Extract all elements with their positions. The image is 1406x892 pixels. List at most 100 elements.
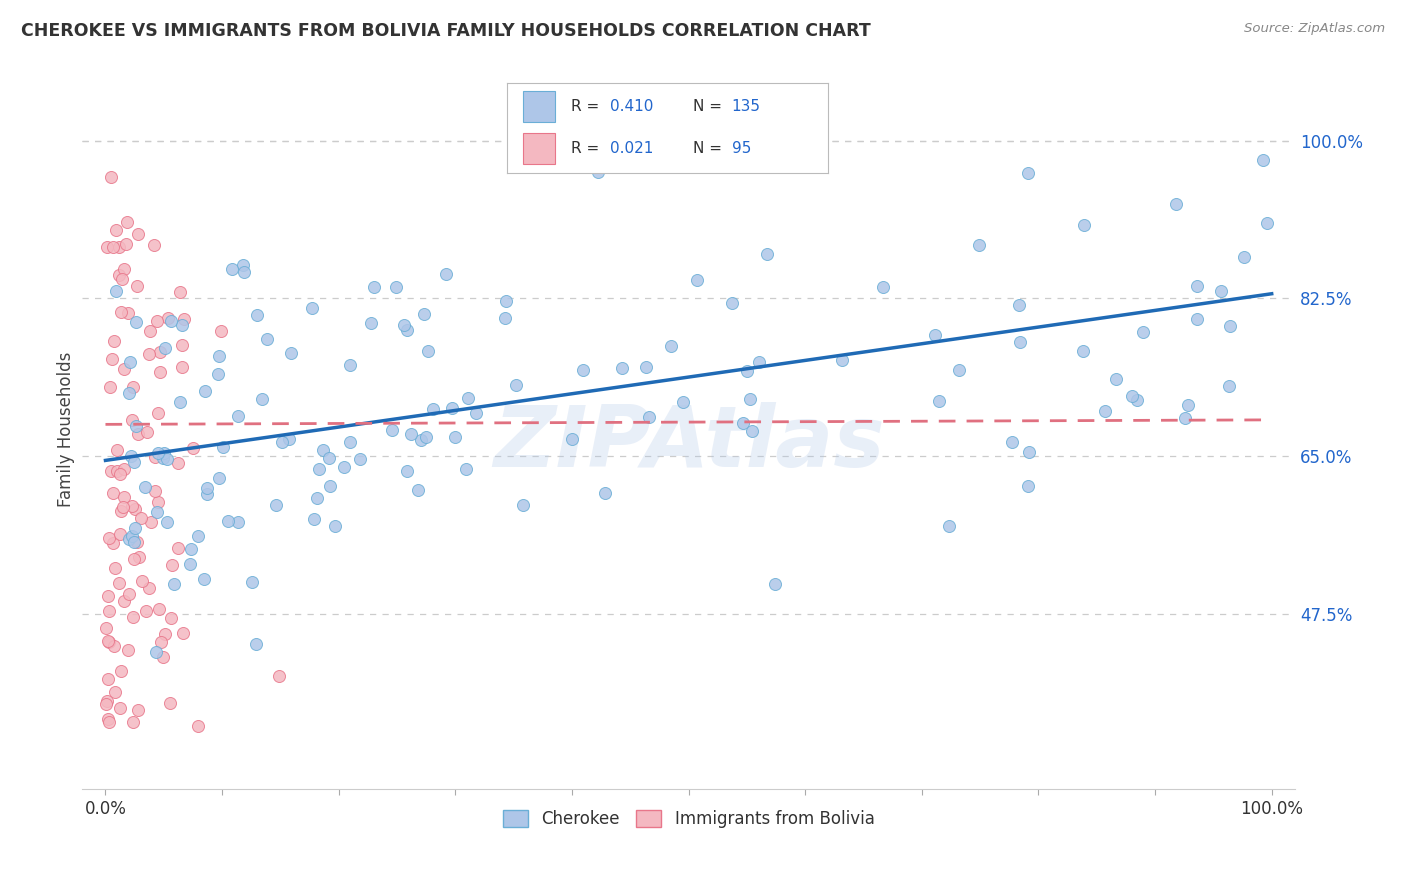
Point — [110, 305, 132, 319]
Point — [155, 627, 177, 641]
Point — [226, 409, 249, 423]
Point — [1126, 392, 1149, 407]
Point — [105, 285, 128, 299]
Point — [103, 239, 125, 253]
Point — [143, 238, 166, 252]
Point — [155, 341, 177, 355]
Point — [98, 380, 121, 394]
Point — [1017, 479, 1039, 493]
Point — [96, 672, 118, 686]
Point — [108, 700, 131, 714]
Point — [112, 491, 135, 505]
Point — [100, 169, 122, 184]
Point — [104, 561, 127, 575]
Point — [112, 462, 135, 476]
Point — [672, 395, 695, 409]
Point — [112, 594, 135, 608]
Point — [226, 515, 249, 529]
Point — [121, 528, 143, 542]
Point — [349, 452, 371, 467]
Point — [741, 424, 763, 438]
Point — [138, 347, 160, 361]
Point — [127, 703, 149, 717]
Point — [209, 324, 232, 338]
Point — [748, 355, 770, 369]
Point — [1121, 389, 1143, 403]
Point — [156, 310, 179, 325]
Point — [434, 267, 457, 281]
Point — [232, 258, 254, 272]
Point — [146, 445, 169, 459]
Point — [124, 502, 146, 516]
Point — [415, 429, 437, 443]
Point — [308, 462, 330, 476]
Point — [1233, 251, 1256, 265]
Point — [612, 361, 634, 376]
Point — [1218, 379, 1240, 393]
Point — [756, 247, 779, 261]
Point — [1018, 445, 1040, 459]
Point — [1174, 410, 1197, 425]
Point — [738, 392, 761, 406]
Point — [333, 460, 356, 475]
Point — [401, 427, 423, 442]
Point — [118, 587, 141, 601]
Point — [454, 462, 477, 476]
Point — [101, 485, 124, 500]
Y-axis label: Family Households: Family Households — [58, 351, 75, 507]
Point — [172, 359, 194, 374]
Point — [240, 574, 263, 589]
Point — [172, 626, 194, 640]
Point — [112, 362, 135, 376]
Point — [134, 480, 156, 494]
Point — [323, 519, 346, 533]
Point — [1073, 218, 1095, 232]
Point — [117, 306, 139, 320]
Point — [318, 451, 340, 466]
Point — [96, 240, 118, 254]
Point — [100, 464, 122, 478]
Point — [280, 346, 302, 360]
Point — [169, 285, 191, 300]
Point — [1008, 335, 1031, 350]
Point — [1071, 343, 1094, 358]
Point — [96, 694, 118, 708]
Point — [1256, 216, 1278, 230]
Point — [98, 635, 121, 649]
Point — [101, 351, 124, 366]
Point — [418, 343, 440, 358]
Point — [969, 237, 991, 252]
Point — [138, 581, 160, 595]
Point — [108, 526, 131, 541]
Point — [872, 280, 894, 294]
Point — [217, 514, 239, 528]
Point — [187, 529, 209, 543]
Point — [339, 358, 361, 372]
Point — [146, 504, 169, 518]
Point — [193, 572, 215, 586]
Point — [661, 339, 683, 353]
Point — [122, 714, 145, 729]
Point — [302, 512, 325, 526]
Legend: Cherokee, Immigrants from Bolivia: Cherokee, Immigrants from Bolivia — [496, 804, 882, 835]
Point — [122, 455, 145, 469]
Point — [586, 164, 609, 178]
Point — [159, 314, 181, 328]
Point — [1177, 398, 1199, 412]
Point — [195, 487, 218, 501]
Point — [170, 338, 193, 352]
Point — [561, 432, 583, 446]
Point — [105, 442, 128, 457]
Point — [136, 425, 159, 439]
Point — [105, 464, 128, 478]
Point — [153, 446, 176, 460]
Point — [1001, 435, 1024, 450]
Point — [686, 273, 709, 287]
Point — [163, 577, 186, 591]
Point — [733, 416, 755, 430]
Point — [152, 650, 174, 665]
Point — [256, 332, 278, 346]
Point — [98, 714, 121, 729]
Point — [305, 491, 328, 505]
Point — [422, 402, 444, 417]
